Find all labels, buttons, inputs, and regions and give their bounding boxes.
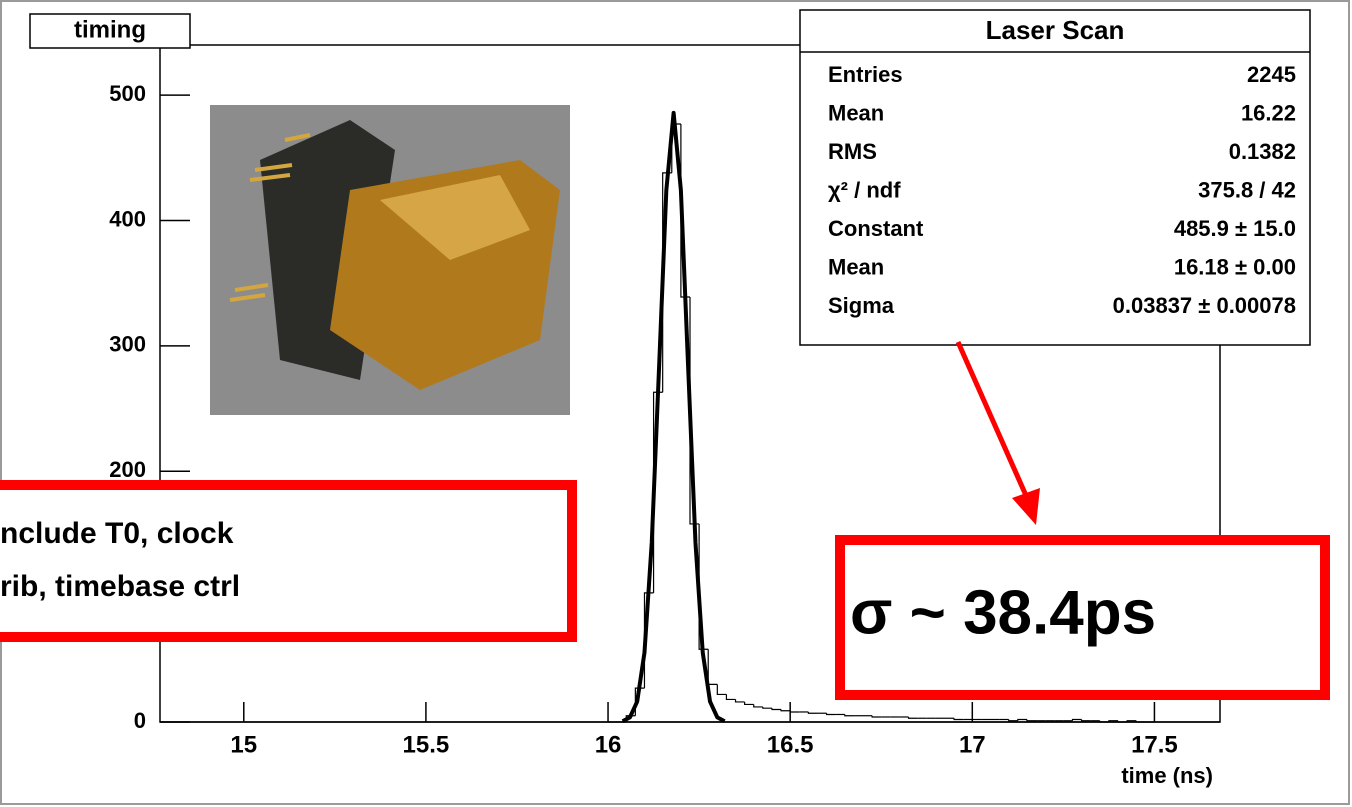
note-line: rib, timebase ctrl	[0, 570, 240, 603]
stats-name: Entries	[828, 62, 903, 87]
y-tick-label: 400	[109, 206, 146, 231]
x-axis-label: time (ns)	[1121, 763, 1213, 788]
stats-value: 2245	[1247, 62, 1296, 87]
sigma-text: σ ~ 38.4ps	[850, 578, 1156, 647]
x-tick-label: 17	[959, 731, 986, 758]
stats-value: 485.9 ± 15.0	[1174, 216, 1296, 241]
x-tick-label: 15.5	[403, 731, 450, 758]
stats-value: 0.1382	[1229, 139, 1296, 164]
x-tick-label: 16.5	[767, 731, 814, 758]
stats-name: Mean	[828, 254, 884, 279]
stats-name: Sigma	[828, 293, 895, 318]
y-tick-label: 0	[134, 708, 146, 733]
note-line: nclude T0, clock	[0, 517, 234, 550]
stats-title: Laser Scan	[986, 15, 1125, 45]
stats-value: 16.18 ± 0.00	[1174, 254, 1296, 279]
y-tick-label: 500	[109, 81, 146, 106]
stats-name: Mean	[828, 100, 884, 125]
stats-name: RMS	[828, 139, 877, 164]
note-box	[0, 485, 572, 637]
stats-name: χ² / ndf	[828, 177, 901, 202]
stats-value: 16.22	[1241, 100, 1296, 125]
y-tick-label: 200	[109, 457, 146, 482]
x-tick-label: 17.5	[1131, 731, 1178, 758]
stats-value: 375.8 / 42	[1198, 177, 1296, 202]
stats-value: 0.03837 ± 0.00078	[1113, 293, 1296, 318]
canvas: 01002003004005001515.51616.51717.5 timin…	[0, 0, 1352, 807]
x-tick-label: 15	[230, 731, 257, 758]
chart-title: timing	[74, 16, 146, 43]
stats-name: Constant	[828, 216, 924, 241]
x-tick-label: 16	[595, 731, 622, 758]
photo	[210, 105, 570, 415]
y-tick-label: 300	[109, 332, 146, 357]
